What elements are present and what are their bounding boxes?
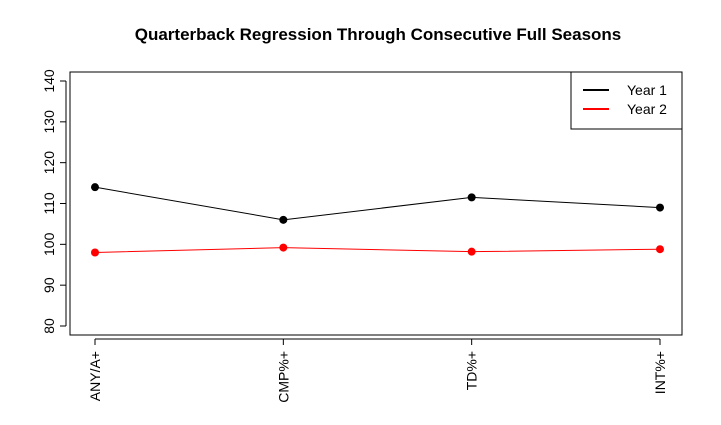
y-tick-label: 120 — [41, 151, 57, 175]
data-point — [656, 203, 664, 212]
legend-label: Year 1 — [627, 82, 667, 98]
y-tick-label: 100 — [41, 232, 57, 256]
y-tick-label: 110 — [41, 192, 57, 215]
plot-frame — [69, 71, 683, 336]
x-tick-label: CMP%+ — [275, 351, 291, 403]
chart-title: Quarterback Regression Through Consecuti… — [135, 25, 622, 44]
y-axis: 80 90 100 110 120 130 140 — [41, 69, 67, 334]
y-tick-label: 80 — [41, 318, 57, 334]
x-tick-label: ANY/A+ — [87, 351, 103, 401]
data-point — [91, 248, 99, 257]
x-axis: ANY/A+ CMP%+ TD%+ INT%+ — [87, 338, 668, 403]
data-point — [279, 243, 288, 252]
x-tick-label: INT%+ — [652, 351, 668, 394]
legend-box — [570, 71, 683, 130]
legend-label: Year 2 — [627, 101, 667, 117]
y-tick-label: 90 — [41, 277, 57, 293]
data-point — [91, 183, 99, 192]
series-line — [94, 247, 661, 253]
legend: Year 1 Year 2 — [570, 71, 683, 130]
y-tick-label: 140 — [41, 69, 57, 93]
y-tick-label: 130 — [41, 110, 57, 134]
x-tick-label: TD%+ — [464, 351, 480, 390]
data-point — [279, 215, 288, 224]
data-point — [467, 247, 476, 256]
series-line — [94, 186, 661, 221]
data-point — [467, 193, 476, 202]
data-point — [656, 245, 664, 254]
series-group — [91, 183, 664, 257]
